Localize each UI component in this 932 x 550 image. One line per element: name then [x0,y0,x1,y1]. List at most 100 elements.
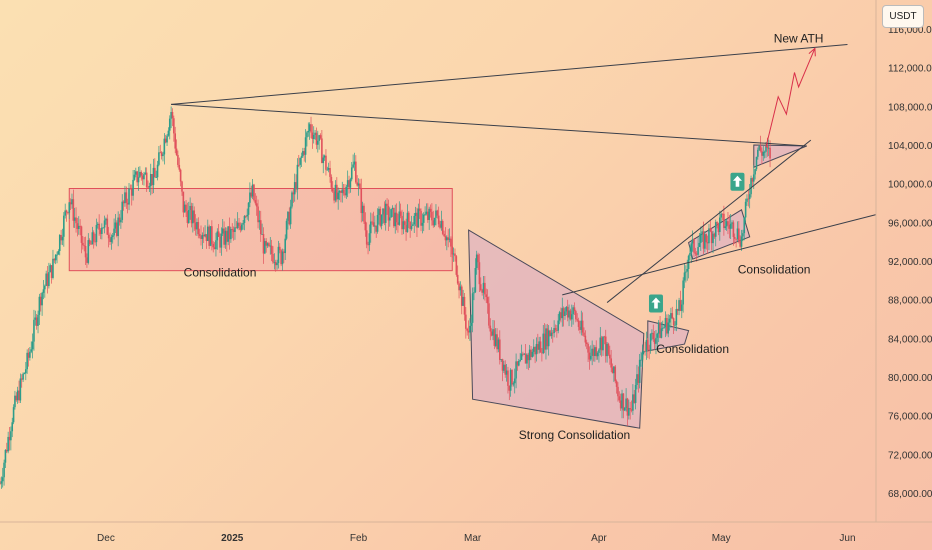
descending-resistance [171,104,807,146]
candle-body [669,319,671,323]
candle-body [470,323,472,326]
candle-body [238,223,240,227]
candle-body [178,165,180,170]
candle-body [301,156,303,158]
candle-body [242,223,244,225]
candle-body [623,393,625,410]
shapes-layer [469,145,807,428]
candle-body [738,229,740,242]
candle-body [331,177,333,188]
candle-body [610,358,612,367]
candle-body [587,344,589,353]
candle-body [299,158,301,165]
candle-body [253,185,255,201]
candle-body [715,222,717,237]
candle-body [371,222,373,223]
time-tick-label: Dec [97,533,115,544]
candle-body [650,334,652,351]
candle-body [519,360,521,361]
annotation-label: Consolidation [738,263,811,277]
candle-body [472,293,474,323]
candle-body [260,220,262,234]
candle-body [276,263,278,265]
candle-body [511,370,513,385]
price-tick-label: 72,000.00 [888,450,932,461]
candle-body [507,371,509,386]
candle-body [271,246,273,254]
candle-body [719,218,721,232]
currency-selector[interactable]: USDT [882,5,924,28]
time-axis[interactable]: Dec 2025 Feb Mar Apr May Jun [0,522,932,544]
candle-body [456,256,458,275]
price-axis[interactable]: 116,000.00 112,000.00 108,000.00 104,000.00… [876,0,932,522]
candle-body [485,294,487,297]
candle-body [246,215,248,216]
candle-body [332,188,334,192]
candle-body [169,119,171,131]
candle-body [75,218,77,224]
candle-body [742,233,744,236]
candle-body [370,222,372,234]
candle-body [101,228,103,234]
candle-body [66,210,68,212]
candle-body [413,216,415,224]
candle-body [33,320,35,342]
candle-body [272,254,274,262]
candle-body [699,243,701,247]
candle-body [635,385,637,403]
candle-body [112,235,114,237]
candle-body [450,239,452,247]
candle-body [756,157,758,169]
candle-body [598,350,600,353]
candle-body [585,336,587,343]
candle-body [431,212,433,220]
candle-body [298,165,300,166]
candle-body [138,177,140,182]
candle-body [682,281,684,305]
candle-body [609,355,611,359]
projection-path [766,48,815,147]
candle-body [590,356,592,360]
candle-body [754,169,756,174]
candle-body [574,307,576,311]
candle-body [162,154,164,156]
candle-body [218,231,220,236]
candle-body [499,339,501,359]
candle-body [193,210,195,222]
candle-body [310,124,312,132]
candle-body [582,321,584,333]
price-tick-label: 76,000.00 [888,412,932,423]
candle-body [325,156,327,170]
candle-body [25,369,27,373]
candle-body [767,146,769,148]
candle-body [350,179,352,187]
candle-body [366,230,368,244]
candle-body [412,224,414,225]
candle-body [733,222,735,237]
candle-body [769,148,771,159]
candle-body [113,229,115,236]
candle-body [320,135,322,138]
candle-body [197,222,199,234]
candle-body [32,342,34,350]
candle-body [291,192,293,206]
price-tick-label: 96,000.00 [888,218,932,229]
arrow-up-april [649,295,663,313]
candle-body [488,303,490,325]
price-tick-label: 88,000.00 [888,296,932,307]
candle-body [305,137,307,154]
candle-body [690,243,692,253]
candle-body [557,321,559,331]
candle-body [104,220,106,227]
candle-body [764,152,766,153]
candle-body [134,175,136,180]
candle-body [487,297,489,303]
candle-body [671,313,673,318]
candle-body [583,333,585,336]
candle-body [489,326,491,332]
candle-body [313,135,315,139]
candle-body [465,315,467,329]
candle-body [56,255,58,256]
candle-body [657,334,659,338]
